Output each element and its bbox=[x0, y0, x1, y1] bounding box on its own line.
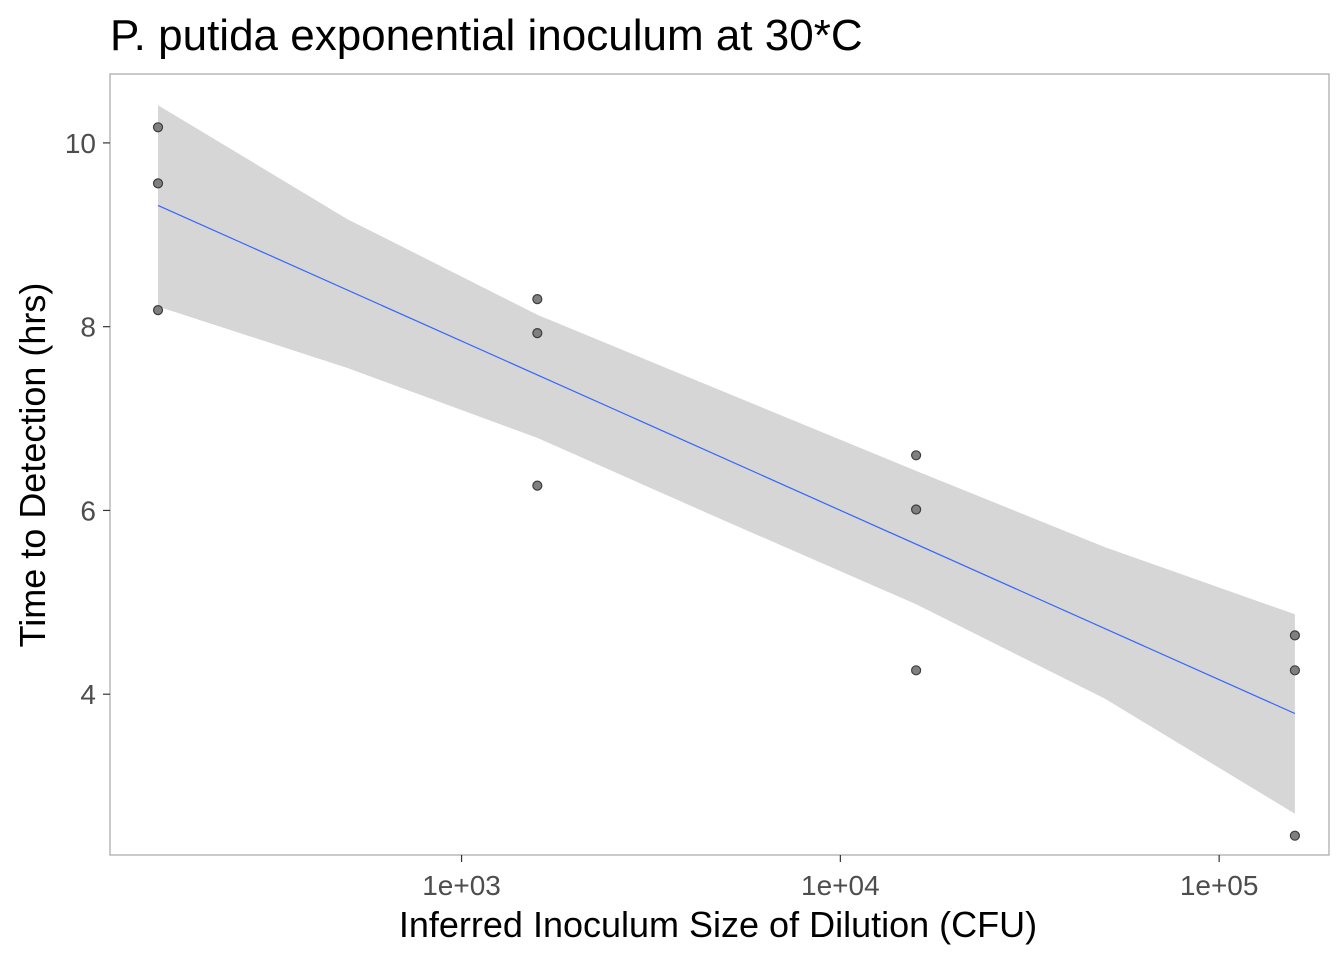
y-tick-label: 6 bbox=[80, 495, 96, 526]
x-tick-label: 1e+04 bbox=[801, 870, 880, 901]
x-tick-label: 1e+03 bbox=[422, 870, 501, 901]
data-point bbox=[532, 328, 543, 339]
fit-line bbox=[157, 204, 1296, 715]
y-tick-label: 10 bbox=[65, 128, 96, 159]
y-axis-title: Time to Detection (hrs) bbox=[12, 283, 53, 648]
chart-title: P. putida exponential inoculum at 30*C bbox=[110, 11, 863, 60]
plot-area bbox=[109, 73, 1330, 856]
data-point bbox=[1289, 630, 1300, 641]
data-point bbox=[911, 665, 922, 676]
y-tick-label: 4 bbox=[80, 679, 96, 710]
x-axis-title: Inferred Inoculum Size of Dilution (CFU) bbox=[399, 904, 1037, 945]
data-point bbox=[911, 504, 922, 515]
data-point bbox=[532, 294, 543, 305]
data-point bbox=[532, 480, 543, 491]
data-point bbox=[911, 450, 922, 461]
data-point bbox=[152, 305, 164, 316]
panel-border bbox=[109, 73, 1330, 856]
y-axis: 4 6 8 10 bbox=[65, 128, 110, 710]
x-tick-label: 1e+05 bbox=[1180, 870, 1259, 901]
data-point bbox=[1289, 830, 1300, 841]
y-tick-label: 8 bbox=[80, 312, 96, 343]
data-point bbox=[152, 122, 164, 133]
data-point bbox=[152, 178, 164, 189]
x-axis: 1e+03 1e+04 1e+05 bbox=[422, 855, 1258, 901]
data-point bbox=[1289, 665, 1300, 676]
